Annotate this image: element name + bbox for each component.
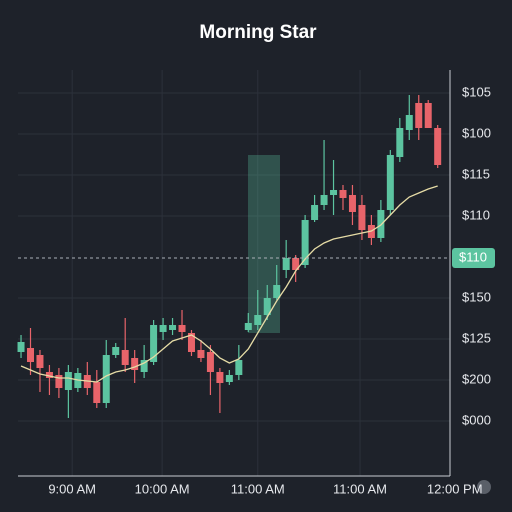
candle-body bbox=[263, 298, 271, 315]
candle-body bbox=[45, 372, 53, 378]
candle-body bbox=[102, 355, 110, 403]
candle-body bbox=[282, 258, 290, 270]
x-tick-label: 11:00 AM bbox=[231, 481, 285, 496]
candle-body bbox=[377, 210, 385, 238]
candle-body bbox=[415, 103, 423, 128]
candle-body bbox=[55, 375, 63, 388]
corner-icon bbox=[477, 480, 491, 494]
plot bbox=[17, 95, 442, 418]
candle-body bbox=[225, 375, 233, 382]
candle-body bbox=[169, 325, 177, 330]
candle-body bbox=[150, 325, 158, 362]
candle-body bbox=[348, 195, 356, 212]
y-tick-label: $150 bbox=[462, 289, 491, 304]
candle-body bbox=[17, 342, 25, 352]
y-tick-label: $200 bbox=[462, 371, 491, 386]
candle-body bbox=[405, 115, 413, 130]
current-price-badge bbox=[452, 248, 495, 268]
y-tick-label: $100 bbox=[462, 125, 491, 140]
candle-body bbox=[339, 190, 347, 198]
candle-body bbox=[396, 128, 404, 157]
candle-body bbox=[330, 190, 338, 195]
candle-body bbox=[187, 333, 195, 352]
candle-body bbox=[64, 372, 72, 390]
candle-body bbox=[301, 220, 309, 265]
sma-line bbox=[20, 185, 438, 383]
y-tick-label: $105 bbox=[462, 84, 491, 99]
y-tick-label: $000 bbox=[462, 412, 491, 427]
candle-body bbox=[235, 360, 243, 375]
candle-body bbox=[434, 128, 442, 165]
chart-title: Morning Star bbox=[199, 22, 317, 43]
candle-body bbox=[131, 358, 139, 370]
candle-body bbox=[121, 350, 129, 365]
candle-body bbox=[386, 155, 394, 210]
candle-body bbox=[254, 315, 262, 325]
candle-body bbox=[206, 352, 214, 372]
candle-body bbox=[311, 205, 319, 220]
x-tick-label: 9:00 AM bbox=[48, 481, 96, 496]
candle-body bbox=[244, 323, 252, 330]
candle-body bbox=[140, 360, 148, 372]
candle-body bbox=[36, 355, 44, 368]
candle-body bbox=[216, 372, 224, 383]
candle-body bbox=[358, 205, 366, 230]
candle-body bbox=[292, 258, 300, 270]
candle-body bbox=[320, 195, 328, 205]
x-tick-label: 12:00 PM bbox=[427, 481, 483, 496]
candle-body bbox=[178, 325, 186, 332]
candle-body bbox=[93, 382, 101, 403]
candle-body bbox=[112, 347, 120, 355]
current-price-label: $110 bbox=[459, 249, 487, 264]
candle-body bbox=[197, 350, 205, 358]
candle-body bbox=[26, 348, 34, 362]
candle-body bbox=[273, 285, 281, 298]
candle-body bbox=[159, 325, 167, 332]
y-tick-label: $125 bbox=[462, 330, 491, 345]
grid bbox=[18, 70, 450, 476]
y-tick-label: $110 bbox=[462, 207, 490, 222]
candle-body bbox=[424, 103, 432, 128]
x-tick-label: 11:00 AM bbox=[333, 481, 387, 496]
y-tick-label: $115 bbox=[462, 166, 490, 181]
x-tick-label: 10:00 AM bbox=[135, 481, 190, 496]
